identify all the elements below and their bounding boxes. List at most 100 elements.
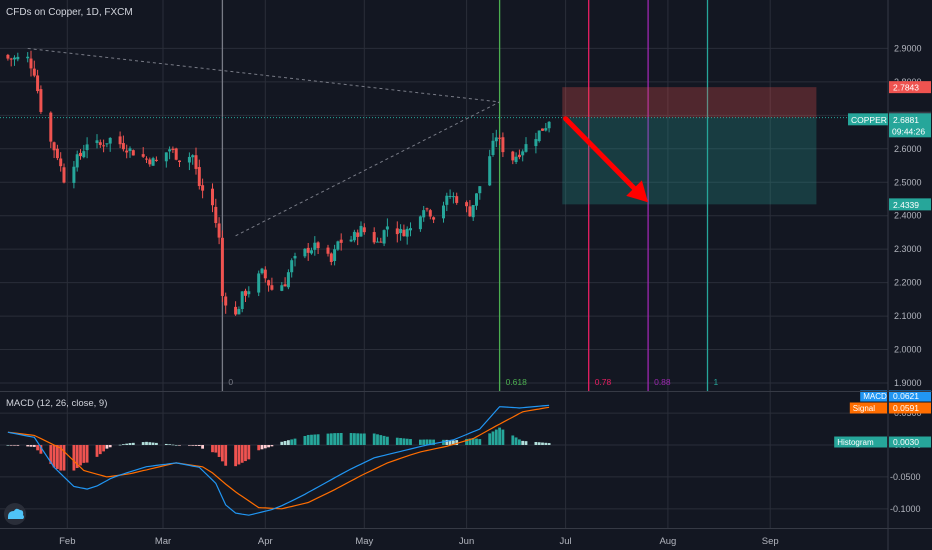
candle-body[interactable]: [270, 285, 274, 290]
candle-body[interactable]: [521, 151, 525, 156]
candle-body[interactable]: [217, 223, 221, 238]
candle-body[interactable]: [187, 156, 191, 163]
candle-body[interactable]: [98, 142, 102, 145]
candle-body[interactable]: [339, 239, 343, 243]
candle-body[interactable]: [95, 140, 99, 143]
time-axis[interactable]: Feb Mar Apr May Jun Jul Aug Sep: [59, 536, 779, 547]
candle-body[interactable]: [498, 137, 502, 139]
candle-body[interactable]: [451, 196, 455, 198]
candle-body[interactable]: [448, 195, 452, 197]
candle-body[interactable]: [359, 225, 363, 237]
candle-body[interactable]: [422, 210, 426, 218]
candle-body[interactable]: [154, 159, 158, 161]
candle-body[interactable]: [418, 216, 422, 230]
candle-body[interactable]: [385, 226, 389, 230]
candle-body[interactable]: [475, 193, 478, 206]
candle-body[interactable]: [491, 140, 495, 156]
candle-body[interactable]: [128, 148, 132, 151]
candle-body[interactable]: [382, 230, 386, 244]
candle-body[interactable]: [108, 137, 112, 144]
candle-body[interactable]: [399, 228, 403, 234]
candle-body[interactable]: [409, 228, 412, 231]
candle-body[interactable]: [237, 309, 241, 315]
trend-line[interactable]: [27, 47, 500, 103]
candle-body[interactable]: [425, 208, 429, 210]
candle-body[interactable]: [356, 232, 360, 237]
candle-body[interactable]: [349, 239, 353, 242]
candle-body[interactable]: [148, 159, 152, 165]
candle-body[interactable]: [293, 255, 297, 259]
candle-body[interactable]: [171, 148, 175, 150]
tradingview-logo-icon[interactable]: [4, 503, 26, 525]
candle-body[interactable]: [376, 241, 379, 243]
candle-body[interactable]: [220, 237, 224, 296]
candle-body[interactable]: [517, 154, 521, 158]
candle-body[interactable]: [168, 149, 172, 152]
candle-body[interactable]: [303, 248, 307, 257]
candle-body[interactable]: [524, 144, 528, 152]
candle-body[interactable]: [26, 56, 30, 59]
candle-body[interactable]: [541, 128, 544, 131]
candle-body[interactable]: [178, 160, 181, 162]
candle-body[interactable]: [313, 242, 317, 250]
candle-body[interactable]: [468, 206, 472, 217]
candle-body[interactable]: [247, 291, 251, 295]
candle-body[interactable]: [257, 273, 261, 293]
candle-body[interactable]: [118, 136, 122, 145]
candle-body[interactable]: [329, 253, 333, 262]
candle-body[interactable]: [131, 150, 135, 156]
candle-body[interactable]: [224, 296, 228, 306]
candle-body[interactable]: [85, 144, 89, 151]
candle-body[interactable]: [62, 167, 66, 183]
candle-body[interactable]: [310, 250, 313, 254]
candle-body[interactable]: [455, 196, 459, 203]
candle-body[interactable]: [197, 167, 201, 187]
stop-loss-zone[interactable]: [562, 87, 817, 118]
candle-body[interactable]: [260, 268, 264, 274]
candle-body[interactable]: [102, 145, 106, 147]
candle-body[interactable]: [395, 228, 399, 235]
candle-body[interactable]: [244, 290, 247, 296]
candle-body[interactable]: [72, 166, 76, 183]
candle-body[interactable]: [36, 75, 40, 92]
candle-body[interactable]: [333, 249, 337, 262]
candle-body[interactable]: [432, 217, 436, 220]
candle-body[interactable]: [32, 68, 36, 76]
candle-body[interactable]: [16, 56, 20, 60]
candle-body[interactable]: [352, 231, 356, 241]
candle-body[interactable]: [105, 143, 109, 145]
candlestick-series[interactable]: [6, 50, 551, 316]
candle-body[interactable]: [488, 156, 492, 186]
candle-body[interactable]: [9, 58, 13, 60]
candle-body[interactable]: [283, 284, 287, 287]
candle-body[interactable]: [145, 158, 148, 160]
candle-body[interactable]: [240, 291, 244, 309]
take-profit-zone[interactable]: [562, 117, 817, 205]
arrow-shaft[interactable]: [563, 116, 637, 191]
candle-body[interactable]: [121, 143, 125, 150]
candle-body[interactable]: [267, 280, 271, 286]
candle-body[interactable]: [511, 151, 515, 161]
candle-body[interactable]: [164, 152, 168, 162]
candle-body[interactable]: [405, 228, 409, 237]
candle-body[interactable]: [402, 229, 406, 237]
candle-body[interactable]: [49, 112, 53, 142]
candle-body[interactable]: [52, 142, 56, 151]
candle-body[interactable]: [306, 247, 310, 253]
candle-body[interactable]: [372, 232, 376, 243]
candle-body[interactable]: [501, 137, 505, 153]
candle-body[interactable]: [214, 206, 218, 223]
candle-body[interactable]: [39, 89, 43, 112]
candle-body[interactable]: [6, 54, 10, 59]
arrow-head[interactable]: [626, 180, 649, 203]
candle-body[interactable]: [194, 155, 198, 169]
candle-body[interactable]: [442, 205, 445, 219]
candle-body[interactable]: [125, 150, 129, 153]
red-arrow-drawing[interactable]: [563, 116, 649, 203]
candle-body[interactable]: [211, 188, 214, 206]
candle-body[interactable]: [379, 241, 383, 243]
candle-body[interactable]: [191, 155, 195, 158]
candle-body[interactable]: [79, 152, 82, 157]
candle-body[interactable]: [286, 272, 290, 288]
candle-body[interactable]: [445, 195, 449, 205]
